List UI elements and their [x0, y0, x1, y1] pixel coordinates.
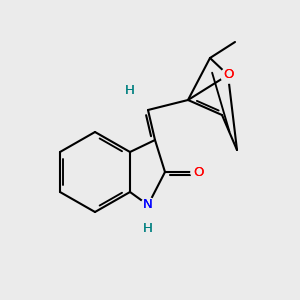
- Text: N: N: [143, 199, 153, 212]
- Text: N: N: [143, 199, 153, 212]
- Text: O: O: [193, 166, 203, 178]
- Text: O: O: [223, 68, 233, 82]
- Text: O: O: [193, 166, 203, 178]
- Text: H: H: [143, 221, 153, 235]
- Text: H: H: [125, 83, 135, 97]
- Text: H: H: [125, 83, 135, 97]
- Text: H: H: [143, 221, 153, 235]
- Text: O: O: [223, 68, 233, 82]
